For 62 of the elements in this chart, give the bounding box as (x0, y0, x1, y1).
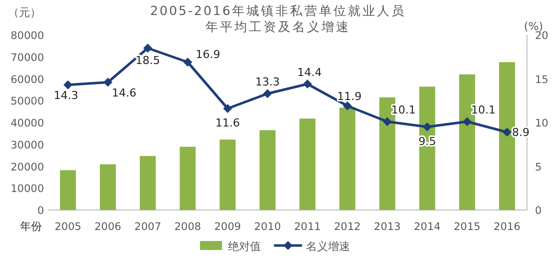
data-label: 18.5 (136, 54, 160, 68)
point (342, 101, 352, 110)
point (462, 117, 472, 126)
point (183, 58, 192, 67)
bar (140, 156, 156, 210)
bar (299, 118, 316, 210)
y2-tick-label: 15 (535, 74, 548, 86)
y-tick-label: 50000 (10, 96, 44, 108)
y-tick-label: 30000 (10, 139, 44, 152)
y-tick-label: 60000 (10, 74, 44, 86)
bar (419, 86, 436, 210)
chart-subtitle: 年平均工资及名义增速 (206, 19, 350, 34)
y2-tick-label: 5 (535, 161, 542, 174)
y2-axis-title: (%) (524, 20, 544, 33)
point (263, 89, 272, 98)
bar (220, 140, 236, 210)
data-label: 11.6 (215, 116, 240, 130)
y2-tick-label: 0 (535, 205, 542, 217)
y-tick-label: 20000 (10, 161, 44, 174)
y-tick-label: 0 (37, 205, 44, 217)
point (223, 104, 232, 113)
bar (100, 164, 116, 210)
y-axis-title: （元） (8, 6, 41, 19)
point (502, 128, 512, 137)
legend-label: 名义增速 (306, 240, 350, 253)
point (382, 117, 392, 126)
bar (180, 146, 196, 210)
x-tick-label: 2016 (494, 221, 521, 233)
data-label: 14.3 (54, 88, 78, 102)
x-tick-label: 2010 (254, 221, 281, 233)
y-tick-label: 10000 (10, 183, 44, 196)
data-label: 14.6 (112, 86, 136, 100)
x-tick-label: 2005 (54, 221, 82, 233)
bar (260, 130, 276, 210)
point (302, 80, 312, 88)
data-label: 11.9 (337, 90, 362, 103)
x-tick-label: 2007 (134, 221, 162, 233)
legend-label: 绝对值 (228, 240, 261, 253)
x-tick-label: 2008 (174, 221, 202, 233)
x-tick-label: 2011 (294, 221, 321, 233)
point (63, 80, 72, 90)
x-tick-label: 2012 (334, 221, 361, 233)
chart-title: 2005-2016年城镇非私营单位就业人员 (150, 3, 406, 18)
x-tick-label: 2006 (94, 221, 122, 233)
x-tick-label: 2013 (374, 221, 401, 233)
x-tick-label: 2015 (454, 221, 480, 233)
x-tick-label: 2009 (214, 221, 241, 233)
data-label: 14.4 (297, 66, 322, 79)
y-tick-label: 40000 (10, 118, 44, 130)
y2-tick-label: 20 (535, 30, 548, 42)
point (422, 122, 432, 132)
data-label: 16.9 (196, 48, 220, 62)
point (103, 78, 112, 87)
x-tick-label: 2014 (414, 221, 441, 233)
data-label: 13.3 (255, 76, 280, 89)
y2-tick-label: 10 (535, 118, 548, 130)
x-axis-title: 年份 (20, 220, 42, 233)
bar (60, 170, 76, 210)
bar (339, 108, 356, 210)
y-tick-label: 80000 (10, 30, 44, 42)
point (143, 44, 152, 53)
y-tick-label: 70000 (10, 52, 44, 64)
